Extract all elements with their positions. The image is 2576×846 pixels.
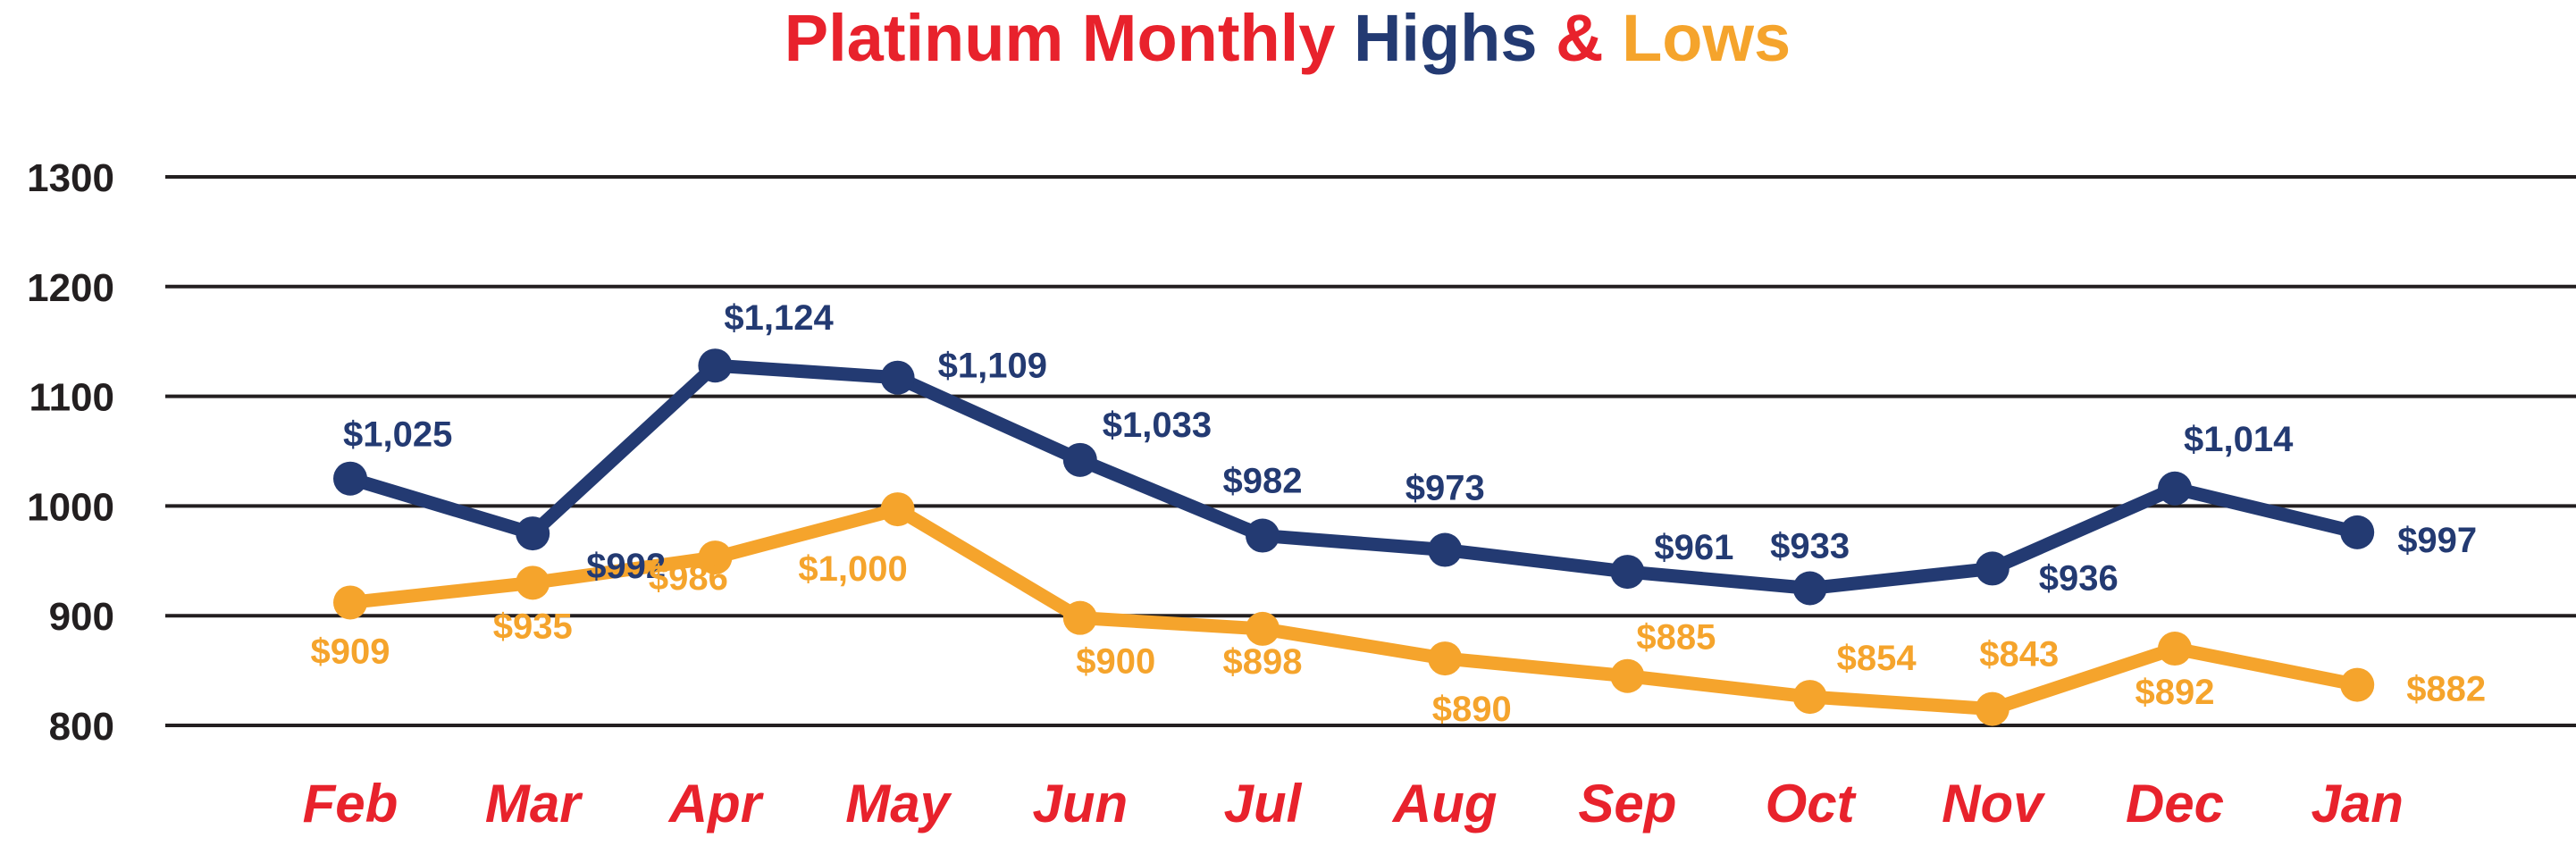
point-lows bbox=[1062, 600, 1097, 635]
point-highs bbox=[1975, 551, 2010, 586]
point-lows bbox=[880, 492, 915, 527]
point-lows bbox=[2340, 667, 2375, 702]
point-lows bbox=[698, 540, 733, 575]
data-label-highs: $1,124 bbox=[724, 298, 834, 338]
data-label-lows: $935 bbox=[493, 607, 573, 646]
y-tick-label: 1200 bbox=[27, 266, 114, 310]
title-part-3: Lows bbox=[1622, 1, 1791, 75]
data-label-lows: $885 bbox=[1636, 618, 1716, 658]
point-lows bbox=[516, 565, 550, 600]
point-highs bbox=[880, 360, 915, 395]
data-label-highs: $982 bbox=[1223, 462, 1303, 501]
data-label-lows: $898 bbox=[1223, 642, 1303, 682]
data-label-lows: $900 bbox=[1076, 642, 1155, 682]
point-highs bbox=[698, 348, 733, 383]
x-tick-label: Jun bbox=[1032, 774, 1128, 833]
y-tick-label: 900 bbox=[49, 595, 114, 639]
x-tick-label: Jan bbox=[2312, 774, 2404, 833]
series-line-lows bbox=[343, 502, 2364, 716]
data-label-lows: $843 bbox=[1979, 635, 2059, 674]
y-tick-label: 800 bbox=[49, 705, 114, 749]
point-highs bbox=[1428, 532, 1463, 567]
point-highs bbox=[333, 461, 367, 496]
data-label-highs: $973 bbox=[1405, 469, 1485, 508]
data-label-lows: $909 bbox=[311, 632, 390, 671]
data-label-highs: $1,025 bbox=[343, 415, 452, 455]
data-label-lows: $890 bbox=[1432, 690, 1512, 729]
point-highs bbox=[1610, 555, 1645, 590]
title-part-0: Platinum Monthly bbox=[785, 1, 1354, 75]
point-highs bbox=[2158, 471, 2192, 506]
data-label-lows: $882 bbox=[2406, 670, 2486, 709]
point-lows bbox=[1610, 658, 1645, 693]
data-label-highs: $1,033 bbox=[1103, 406, 1212, 445]
data-labels: $1,025 $992 $1,124 $1,109 $1,033 $982 $973 $961… bbox=[311, 298, 2487, 729]
data-label-lows: $892 bbox=[2135, 673, 2215, 712]
y-axis: 800 900 1000 1100 1200 1300 bbox=[27, 156, 114, 749]
point-lows bbox=[1975, 691, 2010, 726]
y-tick-label: 1000 bbox=[27, 485, 114, 529]
x-tick-label: May bbox=[845, 774, 952, 833]
x-tick-label: Nov bbox=[1942, 774, 2046, 833]
y-tick-label: 1300 bbox=[27, 156, 114, 200]
data-label-lows: $854 bbox=[1837, 639, 1917, 678]
point-highs bbox=[516, 516, 550, 551]
x-tick-label: Sep bbox=[1578, 774, 1676, 833]
x-axis: Feb Mar Apr May Jun Jul Aug Sep Oct Nov Dec Jan bbox=[303, 774, 2404, 833]
point-highs bbox=[1062, 442, 1097, 477]
data-label-highs: $936 bbox=[2039, 558, 2119, 598]
point-lows bbox=[2158, 632, 2192, 666]
x-tick-label: Jul bbox=[1224, 774, 1303, 833]
data-label-highs: $1,014 bbox=[2184, 420, 2294, 459]
data-label-highs: $1,109 bbox=[938, 347, 1047, 386]
point-lows bbox=[1428, 641, 1463, 676]
data-label-highs: $961 bbox=[1654, 528, 1733, 567]
x-tick-label: Mar bbox=[485, 774, 583, 833]
x-tick-label: Apr bbox=[667, 774, 765, 833]
chart-title: Platinum Monthly Highs & Lows bbox=[785, 1, 1791, 75]
point-lows bbox=[333, 585, 367, 620]
x-tick-label: Aug bbox=[1391, 774, 1498, 833]
y-tick-label: 1100 bbox=[29, 376, 114, 420]
point-lows bbox=[1246, 611, 1280, 646]
x-tick-label: Dec bbox=[2126, 774, 2224, 833]
data-label-highs: $992 bbox=[586, 547, 666, 586]
point-highs bbox=[1792, 571, 1827, 606]
point-highs bbox=[1246, 518, 1280, 553]
x-tick-label: Oct bbox=[1766, 774, 1858, 833]
title-part-1: Highs bbox=[1354, 1, 1556, 75]
series-layer bbox=[333, 348, 2375, 726]
data-label-lows: $1,000 bbox=[798, 549, 907, 589]
point-highs bbox=[2340, 515, 2375, 549]
point-lows bbox=[1792, 680, 1827, 715]
data-label-lows: $986 bbox=[649, 558, 728, 598]
data-label-highs: $997 bbox=[2397, 521, 2477, 560]
title-part-2: & bbox=[1556, 1, 1622, 75]
series-line-highs bbox=[343, 358, 2364, 595]
x-tick-label: Feb bbox=[303, 774, 399, 833]
data-label-highs: $933 bbox=[1770, 527, 1850, 566]
